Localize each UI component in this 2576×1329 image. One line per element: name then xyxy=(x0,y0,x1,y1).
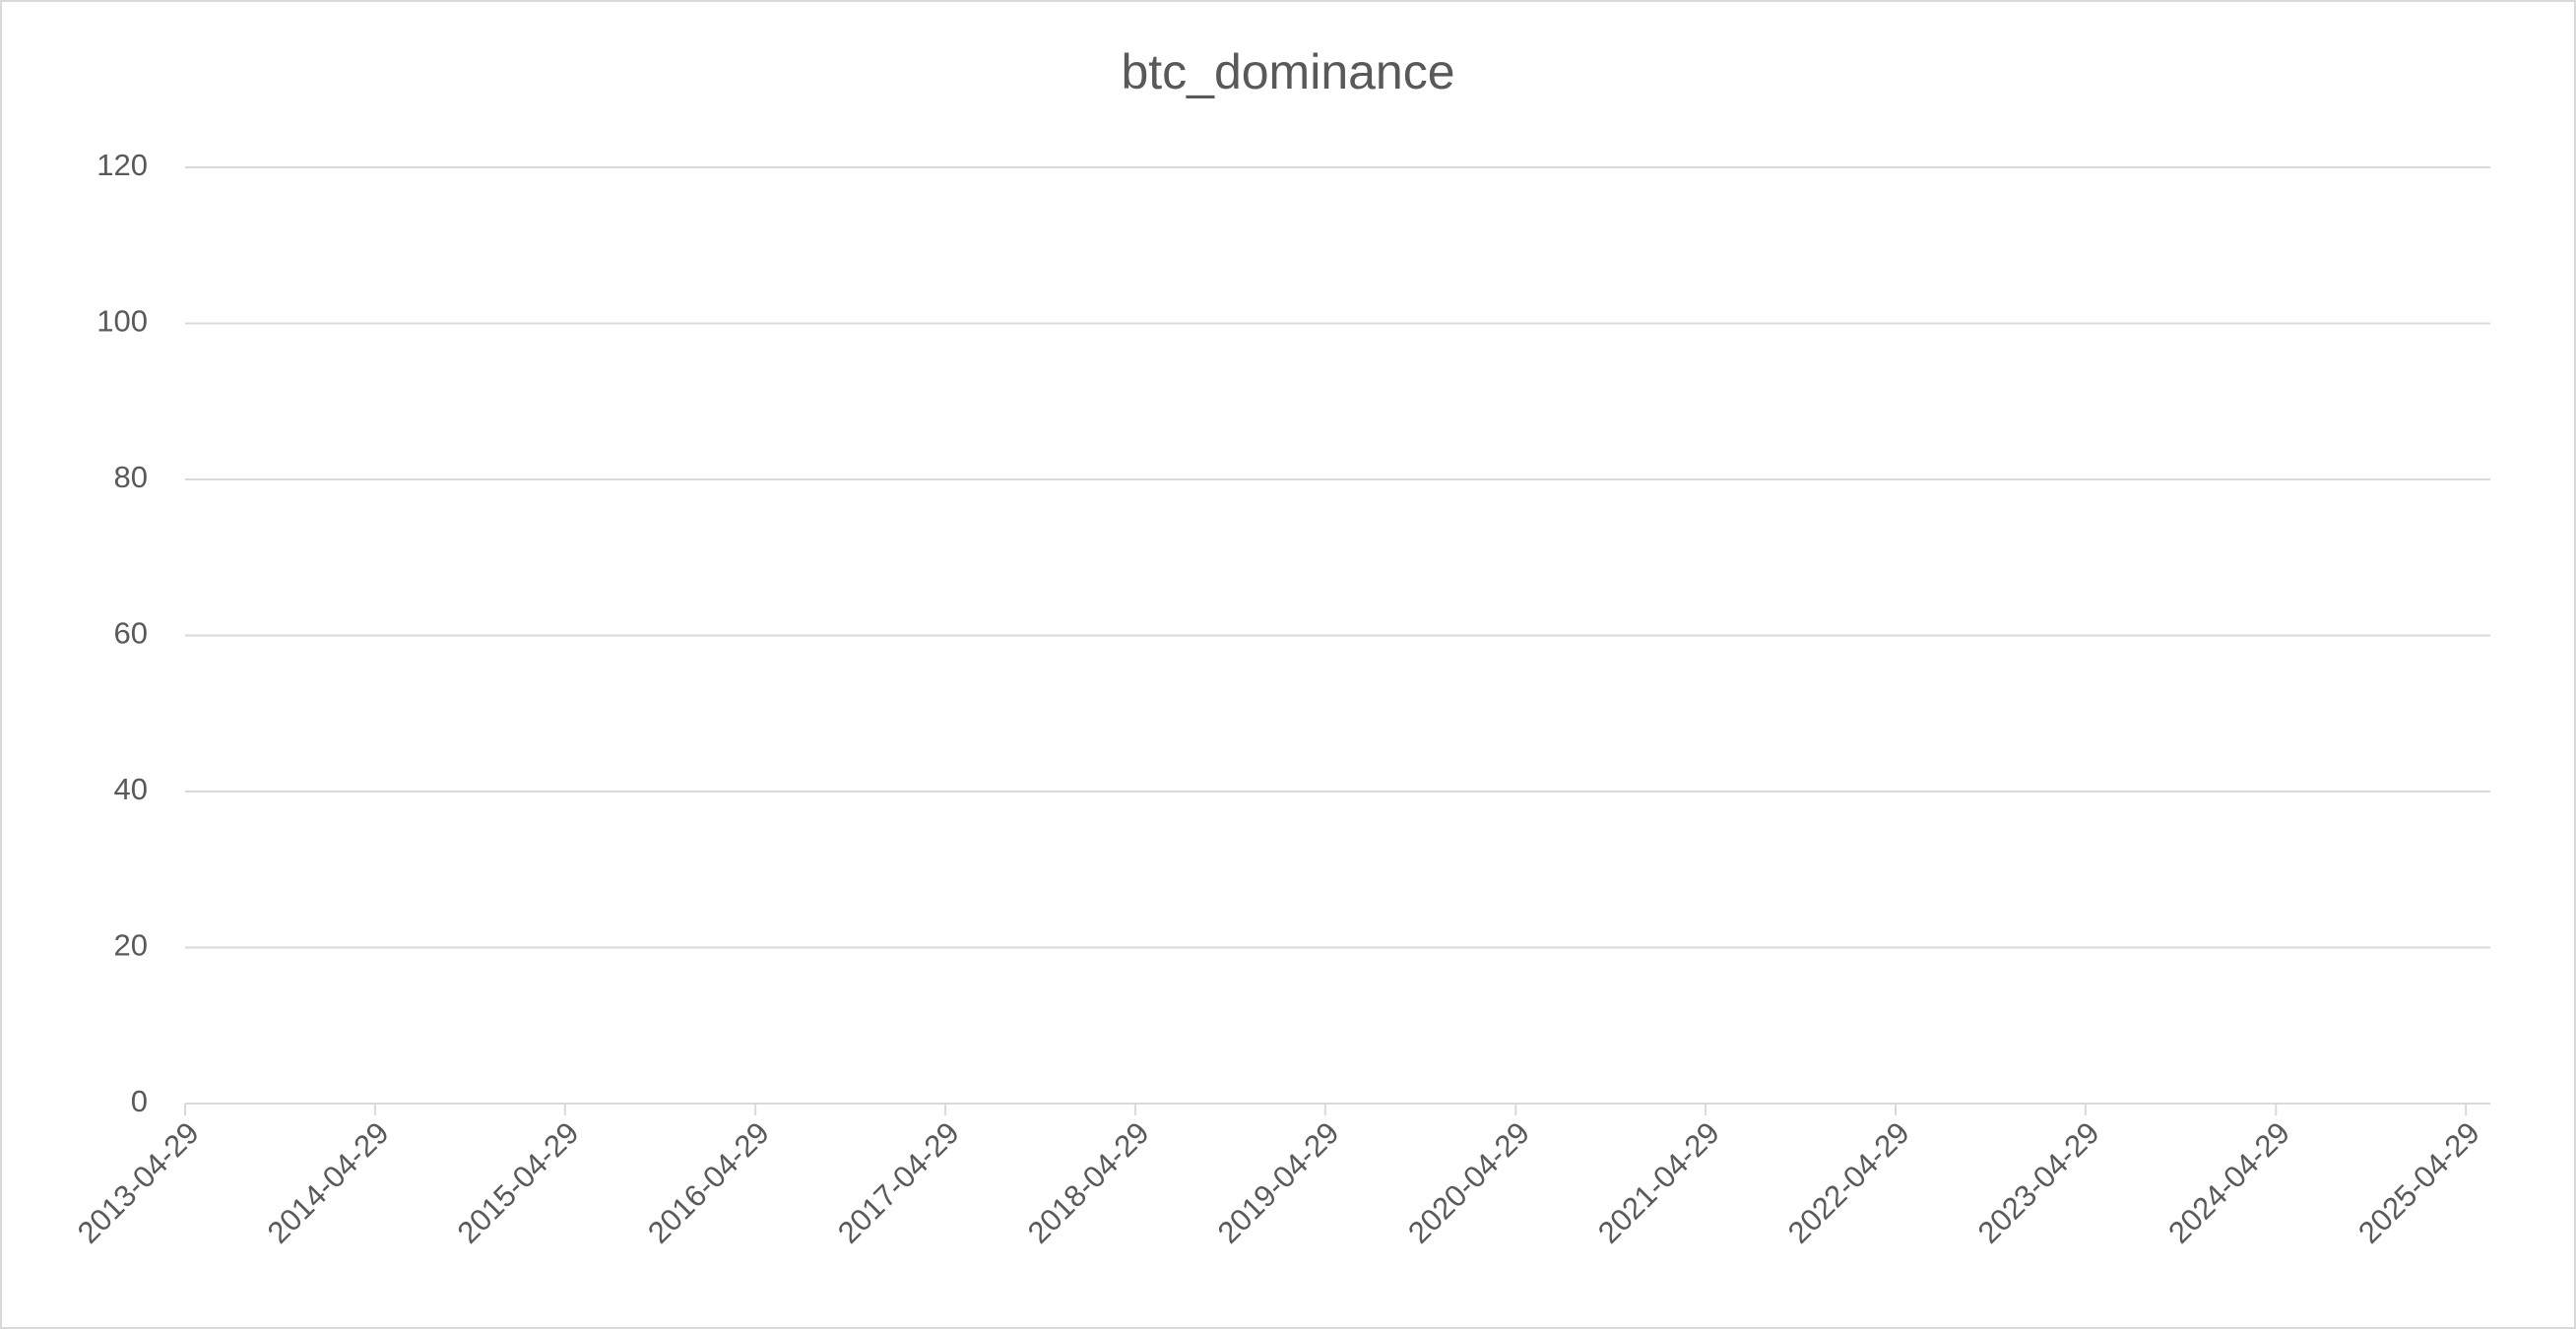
y-tick-label: 20 xyxy=(114,928,148,963)
y-tick-label: 60 xyxy=(114,616,148,651)
chart-title: btc_dominance xyxy=(1121,44,1454,99)
y-tick-label: 0 xyxy=(131,1084,148,1118)
y-tick-label: 120 xyxy=(97,148,148,182)
y-tick-label: 80 xyxy=(114,460,148,494)
y-tick-label: 40 xyxy=(114,772,148,806)
y-tick-label: 100 xyxy=(97,304,148,339)
